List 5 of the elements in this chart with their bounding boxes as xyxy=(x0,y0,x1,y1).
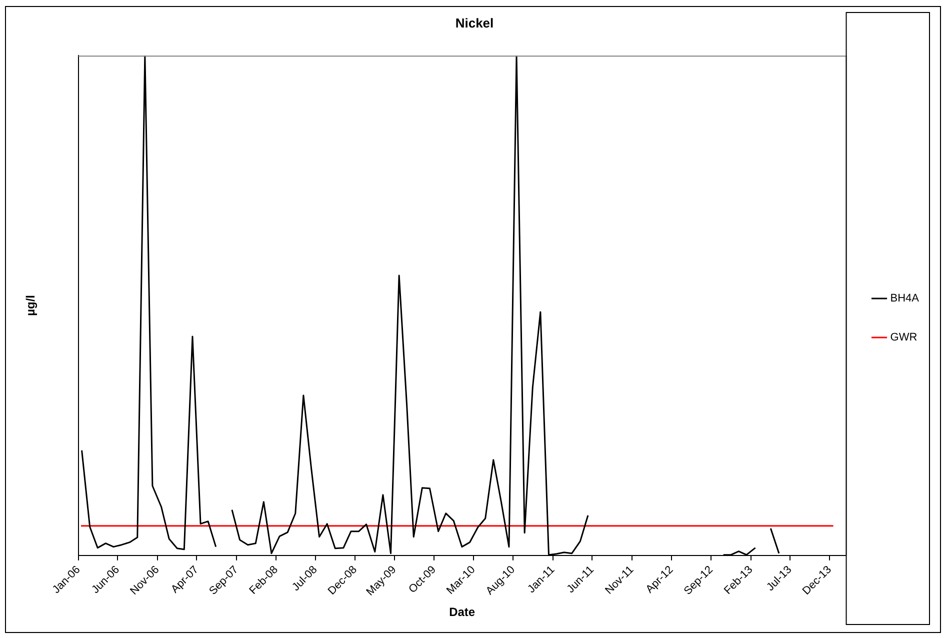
y-axis-title: µg/l xyxy=(24,295,38,316)
legend-label: GWR xyxy=(890,332,918,344)
chart-title: Nickel xyxy=(455,15,494,30)
x-axis-title: Date xyxy=(449,605,476,620)
legend-label: BH4A xyxy=(890,292,920,305)
